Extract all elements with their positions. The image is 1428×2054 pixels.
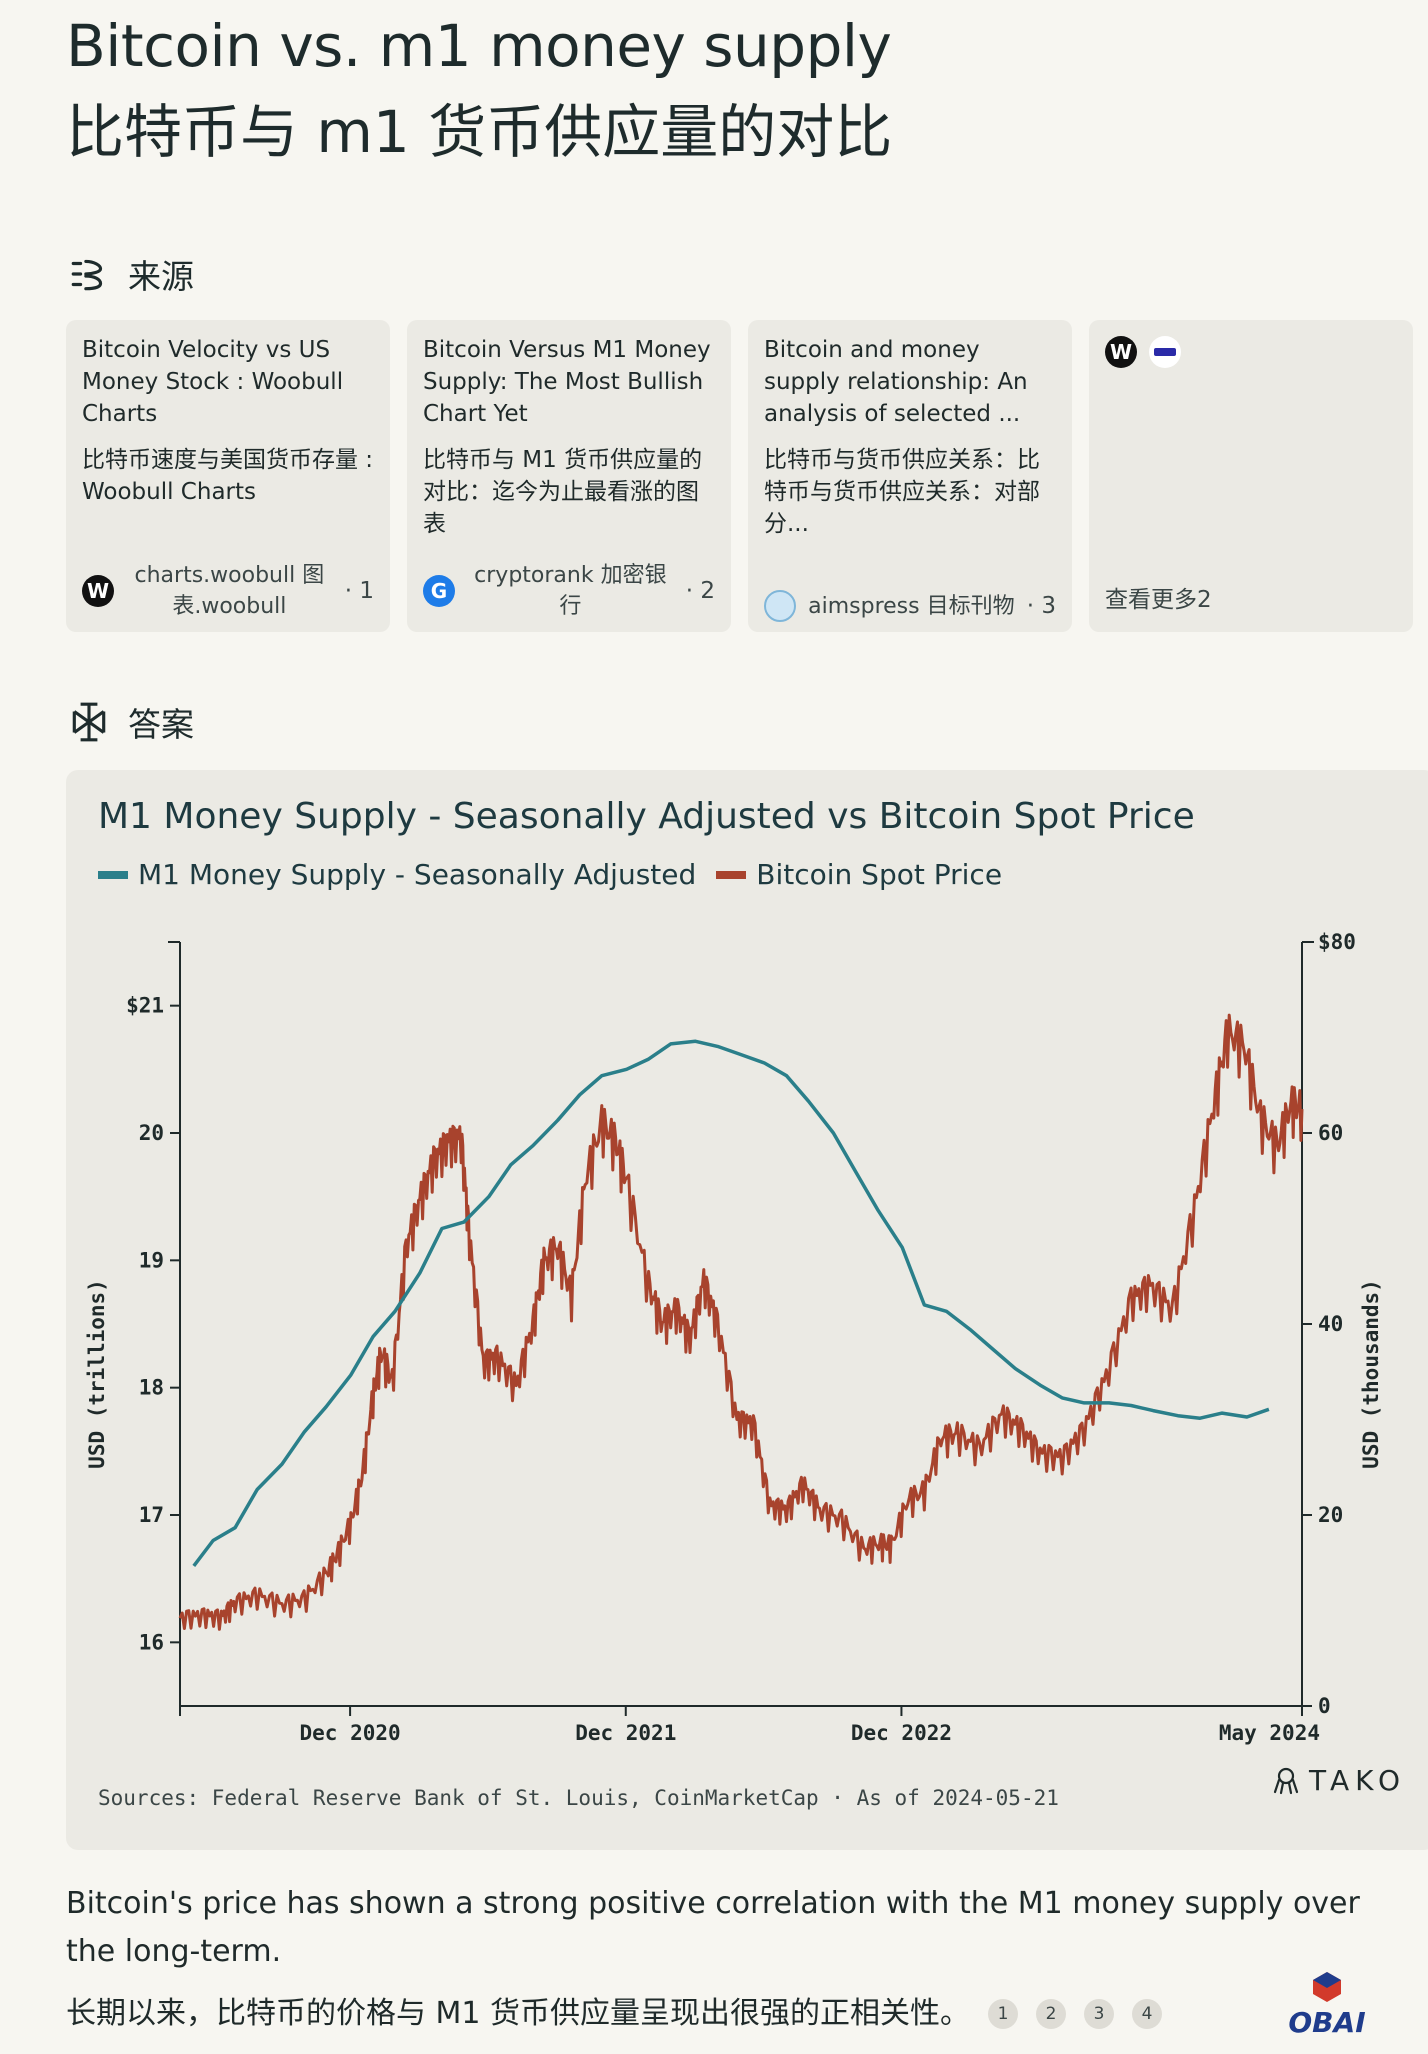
citation-1[interactable]: 1 bbox=[988, 1999, 1019, 2029]
woobull-icon: W bbox=[82, 575, 114, 607]
tako-label: TAKO bbox=[1309, 1764, 1406, 1797]
chart-plot: 16 17 18 19 20 $21 0 20 40 60 $80 Dec 2020 Dec 2021 D… bbox=[85, 930, 1383, 1745]
sources-label: 来源 bbox=[128, 257, 194, 296]
source-title-zh: 比特币与 M1 货币供应量的对比：迄今为止最看涨的图表 bbox=[423, 447, 703, 537]
source-card-2[interactable]: Bitcoin Versus M1 Money Supply: The Most… bbox=[407, 320, 731, 632]
chart-sources: Sources: Federal Reserve Bank of St. Lou… bbox=[98, 1786, 1059, 1810]
tako-brand[interactable]: TAKO bbox=[1271, 1764, 1406, 1797]
obai-logo-text: OBAI bbox=[1288, 2006, 1365, 2039]
source-number: · 1 bbox=[344, 578, 374, 604]
legend-swatch-m1 bbox=[98, 870, 128, 879]
series-line-bitcoin bbox=[178, 1013, 1304, 1631]
right-tick-label: 0 bbox=[1318, 1694, 1331, 1718]
sources-heading: 来源 bbox=[68, 250, 194, 298]
left-tick-label: 20 bbox=[139, 1121, 164, 1145]
answer-zh-text: 长期以来，比特币的价格与 M1 货币供应量呈现出很强的正相关性。 bbox=[66, 1996, 971, 2031]
view-more-card[interactable]: W 查看更多2 bbox=[1089, 320, 1413, 632]
citation-3[interactable]: 3 bbox=[1084, 1999, 1115, 2029]
view-more-label: 查看更多2 bbox=[1105, 587, 1212, 613]
legend-btc-label: Bitcoin Spot Price bbox=[756, 858, 1003, 891]
tako-icon bbox=[1273, 1767, 1299, 1794]
chart-card: M1 Money Supply - Seasonally Adjusted vs… bbox=[66, 770, 1428, 1850]
source-title-zh: 比特币与货币供应关系：比特币与货币供应关系：对部分... bbox=[764, 447, 1040, 537]
sources-icon bbox=[71, 259, 103, 291]
answer-text: Bitcoin's price has shown a strong posit… bbox=[66, 1886, 1360, 1969]
cryptorank-icon: G bbox=[423, 575, 455, 607]
source-number: · 2 bbox=[685, 578, 715, 604]
answer-icon bbox=[72, 702, 106, 742]
left-tick-label: 18 bbox=[139, 1376, 164, 1400]
source-site: cryptorank 加密银行 bbox=[474, 563, 667, 619]
page-title-zh: 比特币与 m1 货币供应量的对比 bbox=[66, 98, 893, 166]
source-card-1[interactable]: Bitcoin Velocity vs US Money Stock : Woo… bbox=[66, 320, 390, 632]
legend-m1[interactable]: M1 Money Supply - Seasonally Adjusted bbox=[98, 858, 696, 891]
left-tick-label: 17 bbox=[139, 1503, 164, 1527]
left-tick-label: 16 bbox=[139, 1630, 164, 1654]
site-icon bbox=[1149, 336, 1181, 368]
legend-m1-label: M1 Money Supply - Seasonally Adjusted bbox=[138, 858, 697, 891]
x-tick-label: Dec 2020 bbox=[300, 1721, 401, 1745]
source-number: · 3 bbox=[1026, 593, 1056, 619]
source-title: Bitcoin and money supply relationship: A… bbox=[764, 337, 1028, 427]
answer-text-zh: 长期以来，比特币的价格与 M1 货币供应量呈现出很强的正相关性。 1 2 3 4 bbox=[66, 1990, 1163, 2038]
right-tick-label: 20 bbox=[1318, 1503, 1343, 1527]
left-axis-label: USD (trillions) bbox=[85, 1279, 109, 1469]
aimspress-icon bbox=[764, 590, 796, 622]
citation-4[interactable]: 4 bbox=[1132, 1999, 1163, 2029]
chart-legend: M1 Money Supply - Seasonally Adjusted Bi… bbox=[98, 858, 1008, 891]
woobull-icon: W bbox=[1105, 336, 1137, 368]
source-title-zh: 比特币速度与美国货币存量 : Woobull Charts bbox=[82, 447, 374, 505]
legend-swatch-btc bbox=[716, 870, 747, 879]
x-tick-label: Dec 2021 bbox=[575, 1721, 676, 1745]
x-tick-label: Dec 2022 bbox=[851, 1721, 952, 1745]
source-site: aimspress 目标刊物 bbox=[808, 593, 1015, 619]
right-tick-label: 60 bbox=[1318, 1121, 1343, 1145]
left-tick-label: $21 bbox=[126, 994, 164, 1018]
left-tick-label: 19 bbox=[139, 1248, 164, 1272]
answer-label: 答案 bbox=[128, 705, 194, 744]
page-title: Bitcoin vs. m1 money supply bbox=[66, 12, 892, 80]
series-line-m1 bbox=[192, 1039, 1270, 1567]
right-tick-label: $80 bbox=[1318, 930, 1356, 954]
chart-title: M1 Money Supply - Seasonally Adjusted vs… bbox=[98, 796, 1195, 837]
answer-heading: 答案 bbox=[68, 698, 194, 746]
right-axis-label: USD (thousands) bbox=[1359, 1279, 1383, 1469]
source-title: Bitcoin Velocity vs US Money Stock : Woo… bbox=[82, 337, 344, 427]
x-tick-label: May 2024 bbox=[1219, 1721, 1320, 1745]
obai-watermark: OBAI bbox=[1288, 1972, 1366, 2039]
source-card-3[interactable]: Bitcoin and money supply relationship: A… bbox=[748, 320, 1072, 632]
right-tick-label: 40 bbox=[1318, 1312, 1343, 1336]
source-site: charts.woobull 图表.woobull bbox=[134, 563, 325, 619]
source-title: Bitcoin Versus M1 Money Supply: The Most… bbox=[423, 337, 711, 427]
sources-list: Bitcoin Velocity vs US Money Stock : Woo… bbox=[66, 320, 1428, 632]
citation-2[interactable]: 2 bbox=[1036, 1999, 1067, 2029]
legend-btc[interactable]: Bitcoin Spot Price bbox=[716, 858, 1002, 891]
